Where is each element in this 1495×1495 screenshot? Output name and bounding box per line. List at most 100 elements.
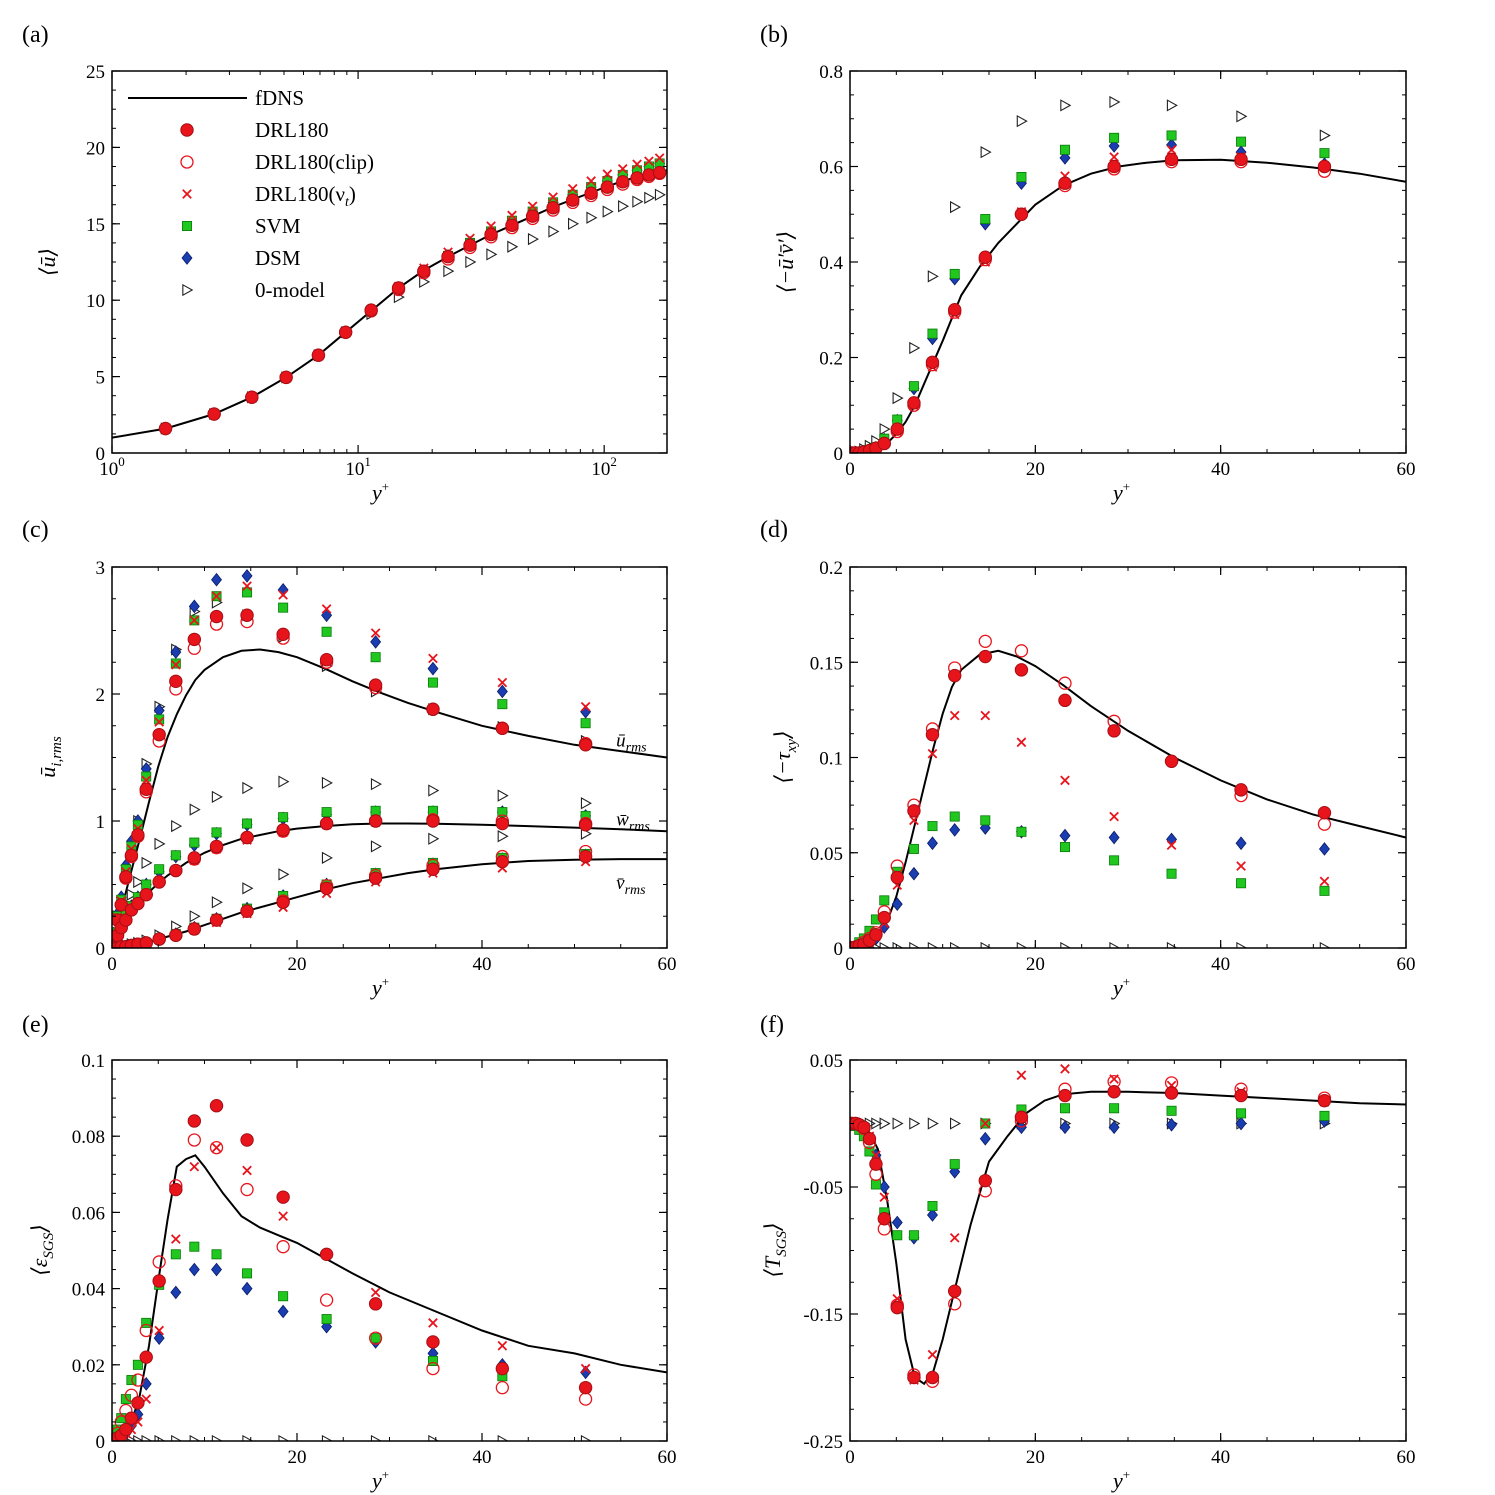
- panel-c-drl-marker: [578, 738, 593, 752]
- panel-f-fdns-line: [850, 1090, 1406, 1386]
- panel-f-drl-marker: [1317, 1093, 1332, 1108]
- panel-e-nut-marker: [170, 1234, 181, 1244]
- panel-f-dsm-marker: [1166, 1117, 1178, 1132]
- panel-a-drl-marker: [207, 407, 221, 421]
- panel-c-drl-marker: [276, 895, 290, 909]
- panel-d-dsm-marker: [1059, 828, 1071, 843]
- panel-e-zero-marker: [278, 1434, 290, 1441]
- panel-d-svm-marker: [1059, 842, 1070, 853]
- panel-a-drl-marker: [463, 238, 477, 252]
- panel-f-drl-marker: [978, 1173, 992, 1188]
- panel-e-clip-marker: [426, 1361, 440, 1376]
- panel-c-drl-marker: [131, 896, 145, 911]
- panel-e-xtick-label: 0: [107, 1447, 117, 1468]
- legend-svm-label: SVM: [255, 214, 301, 238]
- panel-e-fdns-line: [112, 1154, 667, 1441]
- panel-c-nut-marker: [211, 591, 222, 602]
- panel-f-zero-marker: [879, 1117, 891, 1130]
- panel-c-zero-marker: [141, 856, 153, 870]
- panel-f-drl-marker: [877, 1212, 891, 1226]
- panel-c-svm-marker: [370, 652, 381, 663]
- panel-e-drl-marker: [119, 1422, 133, 1437]
- panel-c-drl-marker: [131, 828, 145, 842]
- panel-d-drl-marker: [869, 927, 883, 942]
- panel-c-svm-marker: [242, 818, 253, 829]
- panel-f-drl-marker: [1014, 1110, 1029, 1124]
- legend-drl-label: DRL180: [255, 118, 329, 142]
- panel-e-dsm-marker: [170, 1285, 182, 1300]
- panel-d-nut-marker: [980, 710, 991, 721]
- panel-f-ytick-label: -0.05: [803, 1178, 843, 1199]
- panel-a-ylabel: ⟨ū⟩: [35, 248, 60, 276]
- panel-f-zero-marker: [871, 1117, 883, 1130]
- panel-c-zero-marker: [428, 832, 440, 845]
- panel-c-svm-marker: [141, 879, 152, 890]
- panel-e-zero-marker: [171, 1434, 183, 1441]
- panel-e-ytick-label: 0.04: [72, 1280, 106, 1301]
- panel-c-zero-marker: [154, 837, 166, 850]
- panel-c-drl-marker: [240, 608, 254, 622]
- panel-c-curve-label: ūrms: [616, 731, 647, 756]
- panel-a: (a) 100 101 102 0 5 10 15 20 25 y+ ⟨ū⟩ fDNS DRL18…: [22, 22, 668, 505]
- panel-f-dsm-marker: [891, 1215, 903, 1230]
- panel-b-svm-marker: [980, 214, 991, 225]
- panel-f-nut-marker: [980, 1118, 991, 1129]
- panel-c-dsm-marker: [170, 645, 182, 659]
- panel-a-drl-marker: [364, 303, 378, 317]
- legend-nut-label: DRL180(νt): [255, 182, 356, 210]
- panel-a-zero-marker: [602, 205, 614, 218]
- panel-d-zero-marker: [892, 941, 904, 948]
- panel-b-ylabel: ⟨−ū′v̄′⟩: [773, 231, 798, 293]
- panel-a-drl-marker: [441, 249, 455, 264]
- panel-d-drl-marker: [1014, 663, 1029, 677]
- panel-f-drl-marker: [862, 1132, 877, 1146]
- panel-e-zero-marker: [370, 1434, 382, 1441]
- panel-b-drl-marker: [877, 436, 891, 451]
- panel-e-clip-marker: [240, 1182, 254, 1197]
- panel-c-xtick-label: 20: [288, 954, 307, 975]
- panel-c-drl-marker: [139, 936, 153, 948]
- panel-d-nut-marker: [1319, 876, 1330, 887]
- panel-c-zero-marker: [321, 851, 333, 864]
- panel-c-drl-marker: [119, 870, 133, 884]
- panel-d-zero-marker: [1166, 941, 1178, 948]
- panel-a-nut-marker: [567, 183, 578, 194]
- panel-c-drl-marker: [368, 678, 383, 692]
- panel-e-dsm-marker: [153, 1331, 165, 1345]
- panel-b-zero-marker: [950, 200, 962, 214]
- panel-d-clip-marker: [978, 634, 992, 648]
- panel-b-svm-marker: [1059, 144, 1070, 155]
- panel-c-zero-marker: [497, 830, 509, 843]
- panel-e-xtick-label: 20: [288, 1447, 307, 1468]
- panel-e-nut-marker: [497, 1340, 508, 1351]
- panel-e-clip-marker: [139, 1323, 153, 1338]
- panel-c-annotations: ūrms w̄rms v̄rms: [616, 731, 650, 898]
- panel-e-nut-marker: [211, 1142, 222, 1153]
- panel-e-clip-marker: [495, 1381, 510, 1395]
- panel-c-drl-marker: [319, 881, 334, 896]
- panel-f-xlabel: y+: [1111, 1467, 1130, 1493]
- panel-a-label: (a): [22, 22, 49, 48]
- legend-drl-marker: [180, 123, 194, 137]
- panel-c-ytick-label: 1: [96, 812, 106, 833]
- panel-c-xtick-label: 40: [473, 954, 492, 975]
- panel-c-drl-marker: [368, 871, 383, 885]
- panel-d-drl-marker: [925, 727, 940, 742]
- panel-d-zero-marker: [871, 941, 883, 948]
- panel-c-nut-marker: [370, 628, 381, 638]
- panel-f-drl-marker: [948, 1284, 962, 1298]
- panel-d-xlabel: y+: [1111, 974, 1130, 1000]
- panel-c-dsm-marker: [321, 608, 333, 623]
- panel-e-drl-marker: [276, 1190, 290, 1204]
- panel-c-drl-marker: [495, 854, 510, 869]
- panel-e-zero-marker: [154, 1434, 166, 1441]
- legend-clip-label: DRL180(clip): [255, 150, 374, 174]
- panel-c-xtick-label: 0: [107, 954, 117, 975]
- panel-c-drl-marker: [240, 830, 254, 845]
- panel-f-ylabel: ⟨TSGS⟩: [760, 1222, 790, 1277]
- panel-a-drl-marker: [279, 370, 293, 385]
- panel-a-xtick-label: 100: [99, 454, 125, 480]
- panel-d-drl-marker: [948, 668, 962, 683]
- panel-e-dsm-marker: [580, 1365, 592, 1380]
- panel-c-dsm-marker: [496, 684, 508, 699]
